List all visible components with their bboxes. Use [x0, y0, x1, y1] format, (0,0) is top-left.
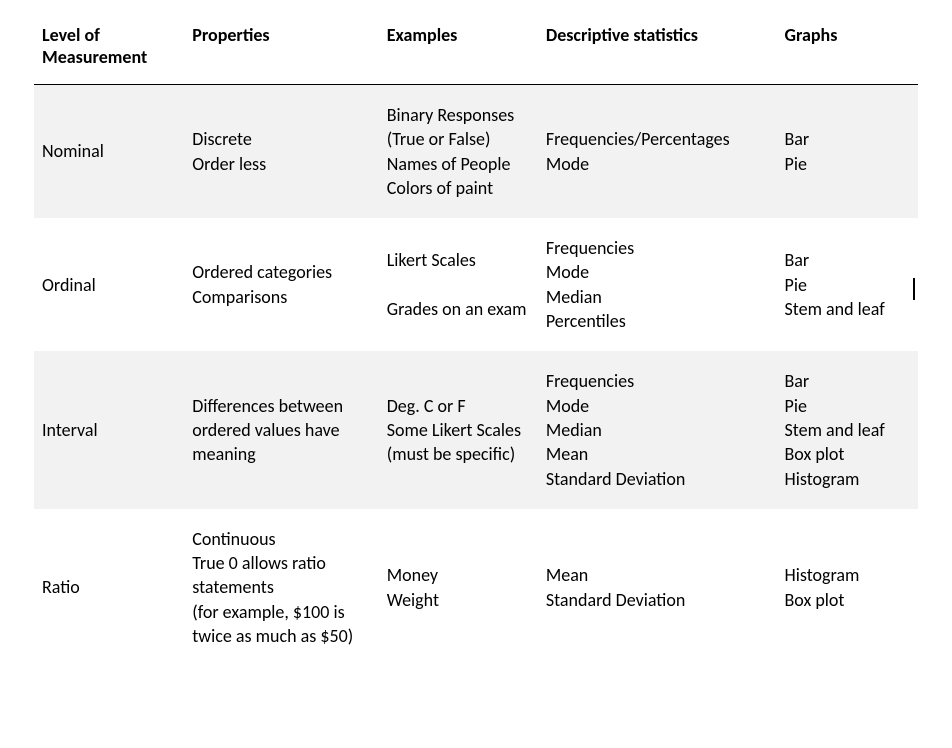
cell-examples: Likert Scales Grades on an exam: [379, 218, 538, 351]
measurement-levels-table-container: Level of Measurement Properties Examples…: [0, 0, 952, 666]
cell-level: Interval: [34, 351, 184, 508]
text-cursor-icon: [913, 278, 915, 300]
table-row: Ordinal Ordered categories Comparisons L…: [34, 218, 918, 351]
col-header-properties: Properties: [184, 18, 378, 85]
cell-graphs: Bar Pie: [777, 85, 918, 219]
cell-graphs: Bar Pie Stem and leaf: [777, 218, 918, 351]
cell-examples: Money Weight: [379, 509, 538, 666]
table-row: Nominal Discrete Order less Binary Respo…: [34, 85, 918, 219]
cell-examples: Binary Responses (True or False) Names o…: [379, 85, 538, 219]
col-header-examples: Examples: [379, 18, 538, 85]
col-header-stats: Descriptive statistics: [538, 18, 777, 85]
cell-level: Nominal: [34, 85, 184, 219]
cell-properties: Differences between ordered values have …: [184, 351, 378, 508]
cell-stats: Frequencies/Percentages Mode: [538, 85, 777, 219]
cell-level: Ratio: [34, 509, 184, 666]
cell-graphs: Bar Pie Stem and leaf Box plot Histogram: [777, 351, 918, 508]
cell-stats: Frequencies Mode Median Percentiles: [538, 218, 777, 351]
cell-stats: Frequencies Mode Median Mean Standard De…: [538, 351, 777, 508]
cell-properties: Ordered categories Comparisons: [184, 218, 378, 351]
cell-level: Ordinal: [34, 218, 184, 351]
table-row: Ratio Continuous True 0 allows ratio sta…: [34, 509, 918, 666]
cell-stats: Mean Standard Deviation: [538, 509, 777, 666]
table-header-row: Level of Measurement Properties Examples…: [34, 18, 918, 85]
measurement-levels-table: Level of Measurement Properties Examples…: [34, 18, 918, 666]
cell-examples: Deg. C or F Some Likert Scales (must be …: [379, 351, 538, 508]
cell-properties: Discrete Order less: [184, 85, 378, 219]
cell-graphs: Histogram Box plot: [777, 509, 918, 666]
table-row: Interval Differences between ordered val…: [34, 351, 918, 508]
col-header-graphs: Graphs: [777, 18, 918, 85]
cell-properties: Continuous True 0 allows ratio statement…: [184, 509, 378, 666]
col-header-level: Level of Measurement: [34, 18, 184, 85]
